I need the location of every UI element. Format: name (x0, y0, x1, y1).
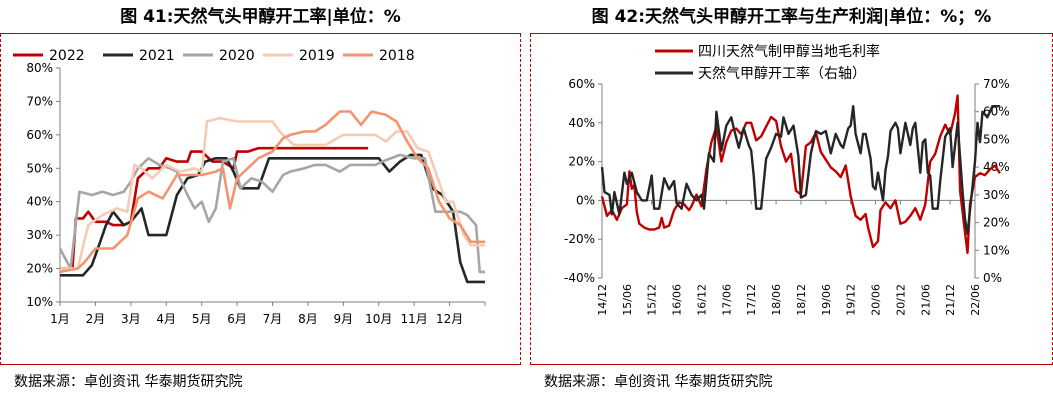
chart-title: 图 41:天然气头甲醇开工率|单位：% (120, 7, 401, 27)
top-rule (0, 33, 521, 34)
panel-border (520, 34, 521, 365)
series-line-right (600, 105, 1000, 235)
y-tick-label-right: 30% (983, 188, 1010, 202)
y-tick-label: 30% (26, 228, 53, 242)
y-tick-label: 80% (26, 61, 53, 75)
legend-label: 2022 (49, 48, 85, 64)
series-line-2019 (60, 116, 485, 270)
chart-panel-right: 图 42:天然气头甲醇开工率与生产利润|单位：%；% -40% -20% 0% 20%… (530, 0, 1053, 402)
x-tick-label: 17/12 (745, 284, 758, 316)
source-note: 数据来源：卓创资讯 华泰期货研究院 (14, 374, 243, 390)
x-tick-label: 21/12 (944, 284, 957, 316)
x-tick-label: 17/06 (720, 284, 733, 316)
y-tick-label: 70% (26, 94, 53, 108)
legend-label: 天然气甲醇开工率（右轴） (698, 65, 866, 82)
x-tick-label: 20/06 (870, 284, 883, 316)
x-tick-label: 12月 (436, 312, 463, 326)
x-tick-label: 4月 (156, 312, 176, 326)
x-tick-label: 2月 (86, 312, 106, 326)
x-tick-label: 15/06 (621, 284, 634, 316)
chart-title: 图 42:天然气头甲醇开工率与生产利润|单位：%；% (591, 7, 992, 27)
legend-label: 2018 (379, 48, 415, 64)
x-tick-label: 22/06 (969, 284, 982, 316)
y-tick-label: 10% (26, 295, 53, 309)
x-tick-label: 14/12 (596, 284, 609, 316)
series-line-2018 (59, 110, 485, 274)
bottom-rule (0, 364, 521, 365)
y-tick-label-right: 70% (983, 77, 1010, 91)
bottom-rule (530, 364, 1053, 365)
x-tick-label: 18/12 (795, 284, 808, 316)
x-tick-label: 3月 (121, 312, 141, 326)
y-tick-label-right: 0% (983, 271, 1002, 285)
top-rule (530, 33, 1053, 34)
x-tick-label: 10月 (365, 312, 392, 326)
y-tick-label-left: 20% (568, 155, 595, 169)
y-tick-label-right: 10% (983, 243, 1010, 257)
y-tick-label: 20% (26, 262, 53, 276)
x-tick-label: 19/12 (845, 284, 858, 316)
y-tick-label: 40% (26, 195, 53, 209)
panel-border (0, 34, 1, 365)
legend-label: 2019 (299, 48, 335, 64)
y-tick-label: 50% (26, 161, 53, 175)
y-tick-label-right: 20% (983, 216, 1010, 230)
x-tick-label: 6月 (227, 312, 247, 326)
x-tick-label: 8月 (298, 312, 318, 326)
line-chart: 10% 20% 30% 40% 50% 60% 70% 80% 1月 2月 3月 4月 5月 6月 7月 8月… (13, 48, 486, 326)
x-tick-label: 15/12 (646, 284, 659, 316)
x-tick-label: 7月 (263, 312, 283, 326)
legend-label: 2020 (219, 48, 255, 64)
series-line-2022 (60, 146, 369, 270)
dual-axis-line-chart: -40%-20%0%20%40%60%0%10%20%30%40%50%60%7… (564, 43, 1010, 316)
x-tick-label: 16/12 (695, 284, 708, 316)
y-tick-label-right: 50% (983, 132, 1010, 146)
panel-border (530, 34, 531, 365)
x-tick-label: 9月 (334, 312, 354, 326)
y-tick-label-left: 40% (568, 116, 595, 130)
source-note: 数据来源：卓创资讯 华泰期货研究院 (544, 374, 773, 390)
legend-label: 四川天然气制甲醇当地毛利率 (698, 43, 880, 60)
x-tick-label: 11月 (401, 312, 428, 326)
y-tick-label-left: 0% (576, 193, 595, 207)
series-line-2020 (58, 153, 485, 274)
x-tick-label: 5月 (192, 312, 212, 326)
x-tick-label: 19/06 (820, 284, 833, 316)
x-tick-label: 21/06 (919, 284, 932, 316)
y-tick-label: 60% (26, 128, 53, 142)
x-tick-label: 1月 (50, 312, 70, 326)
x-tick-label: 18/06 (770, 284, 783, 316)
x-tick-label: 16/06 (671, 284, 684, 316)
legend-label: 2021 (139, 48, 175, 64)
x-tick-label: 20/12 (894, 284, 907, 316)
chart-panel-left: 图 41:天然气头甲醇开工率|单位：% 10% 20% 30% 40% 50% 60% 70… (0, 0, 521, 402)
y-tick-label-right: 60% (983, 105, 1010, 119)
series-line-2021 (60, 153, 485, 284)
y-tick-label-left: -40% (564, 271, 595, 285)
series-line-left (600, 94, 1001, 254)
y-tick-label-left: 60% (568, 77, 595, 91)
y-tick-label-left: -20% (564, 232, 595, 246)
